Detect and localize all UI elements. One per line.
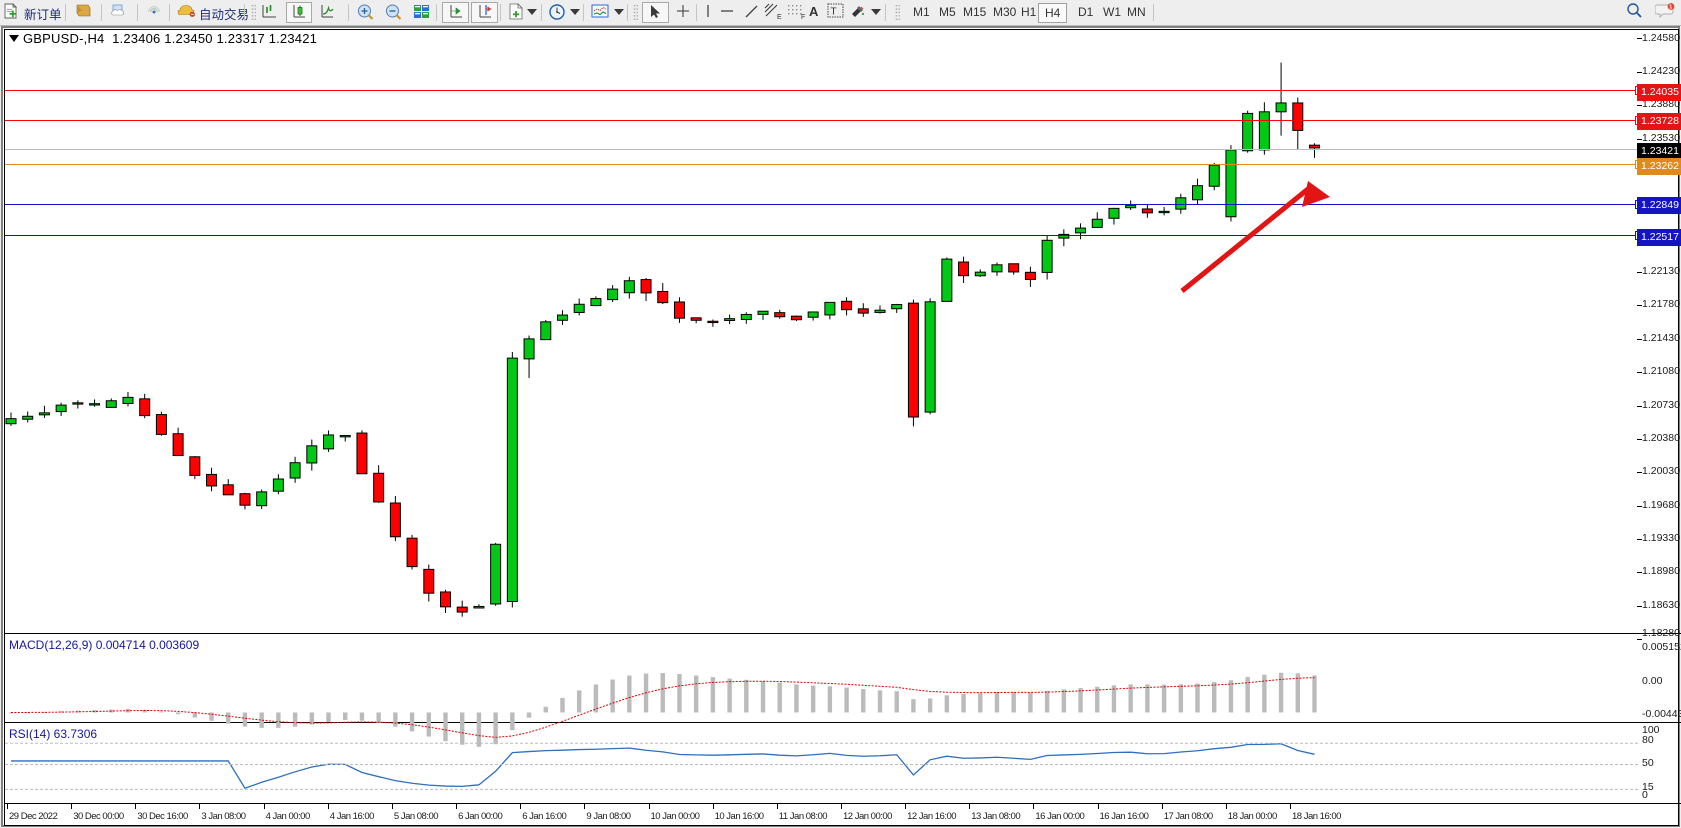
- svg-text:F: F: [801, 14, 805, 21]
- svg-text:E: E: [777, 14, 782, 21]
- svg-text:T: T: [831, 7, 837, 18]
- svg-text:1: 1: [1669, 5, 1672, 11]
- svg-text:A: A: [809, 4, 819, 19]
